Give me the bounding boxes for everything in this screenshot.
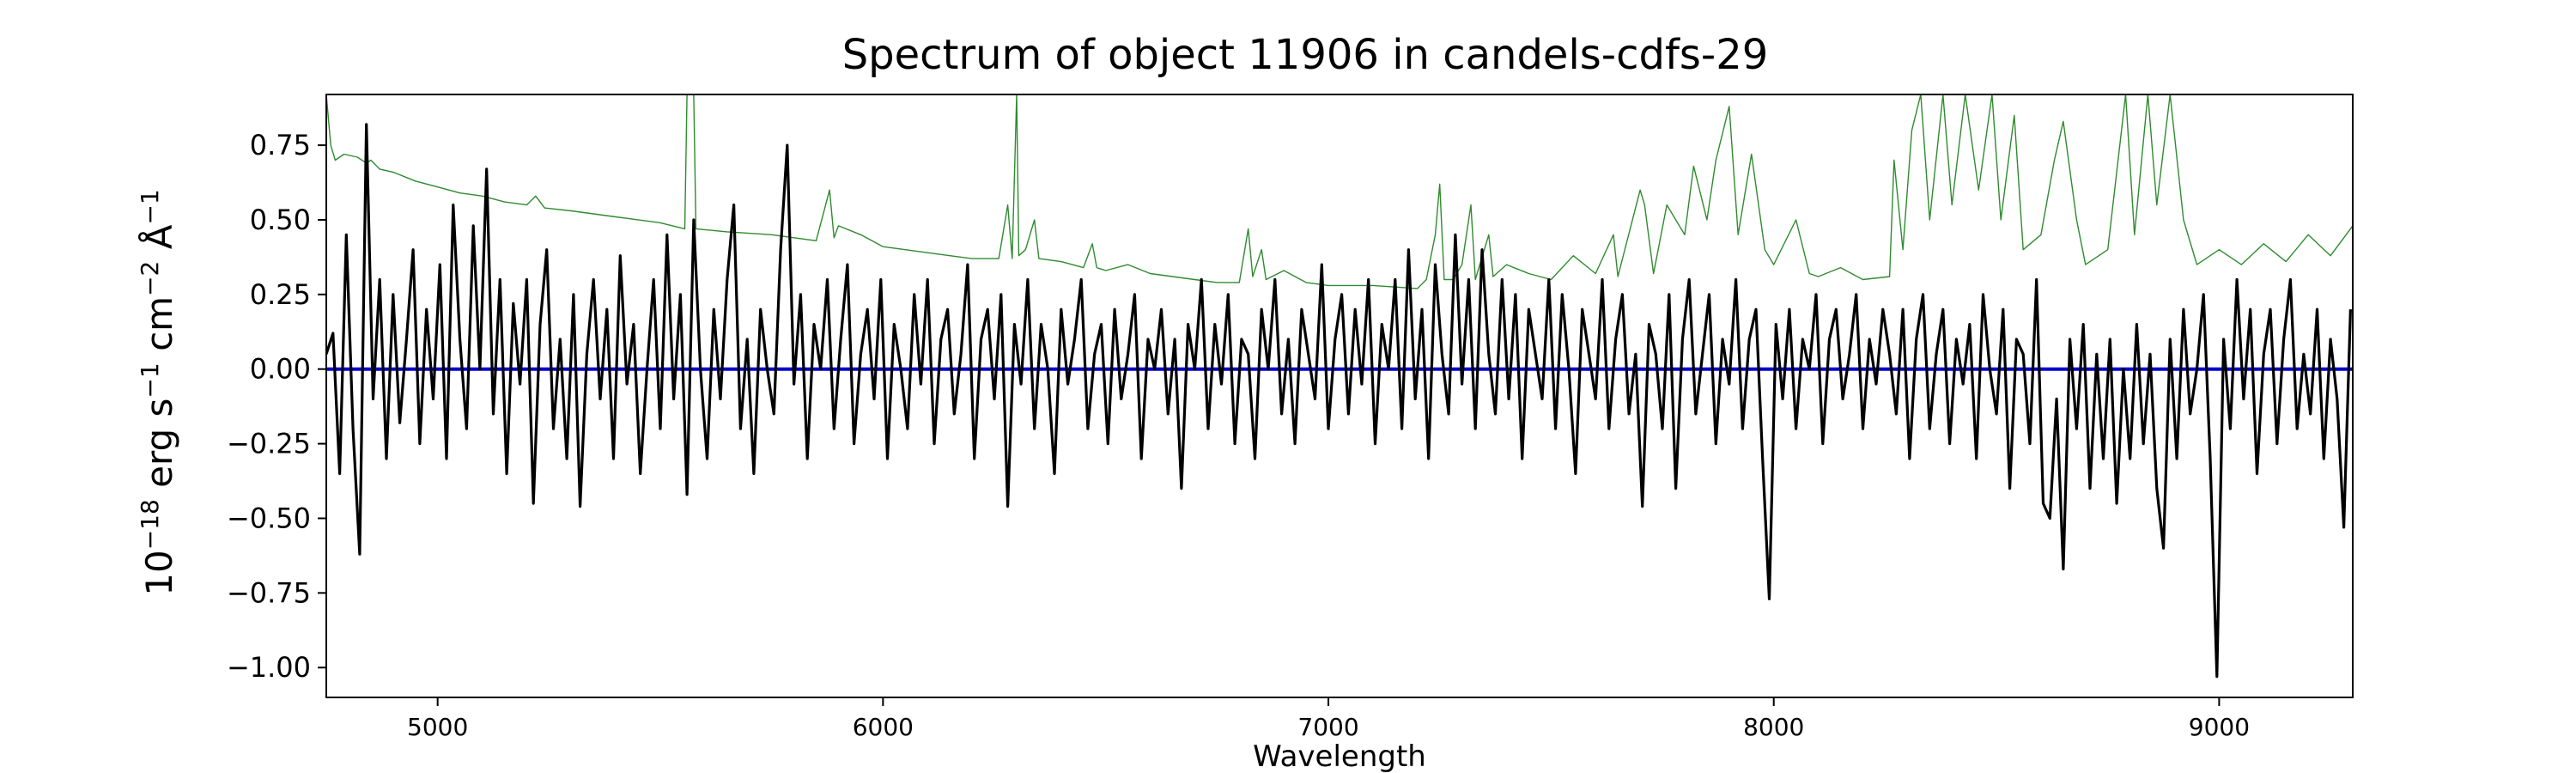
plot-frame: [325, 94, 2354, 698]
series-line-flux: [326, 123, 2352, 679]
y-tick-label: −0.75: [227, 576, 311, 609]
chart-title: Spectrum of object 11906 in candels-cdfs…: [842, 31, 1769, 79]
y-axis-label: 10−18 erg s−1 cm−2 Å−1: [136, 189, 181, 595]
y-tick-label: 0.25: [250, 278, 311, 311]
y-tick-label: −0.25: [227, 428, 311, 460]
x-tick-label: 9000: [2189, 713, 2250, 741]
y-tick-label: 0.75: [250, 129, 311, 161]
x-tick-label: 8000: [1743, 713, 1804, 741]
series-line-error: [326, 94, 2353, 289]
x-axis-label: Wavelength: [1253, 740, 1426, 773]
x-tick-label: 7000: [1297, 713, 1358, 741]
x-tick-label: 5000: [407, 713, 468, 741]
x-tick-label: 6000: [853, 713, 914, 741]
y-tick-label: −0.50: [227, 502, 311, 534]
svg-text:10−18 erg s−1 cm−2 Å−1: 10−18 erg s−1 cm−2 Å−1: [136, 189, 181, 595]
y-tick-label: −1.00: [227, 651, 311, 684]
y-tick-label: 0.00: [250, 353, 311, 386]
y-tick-label: 0.50: [250, 204, 311, 236]
